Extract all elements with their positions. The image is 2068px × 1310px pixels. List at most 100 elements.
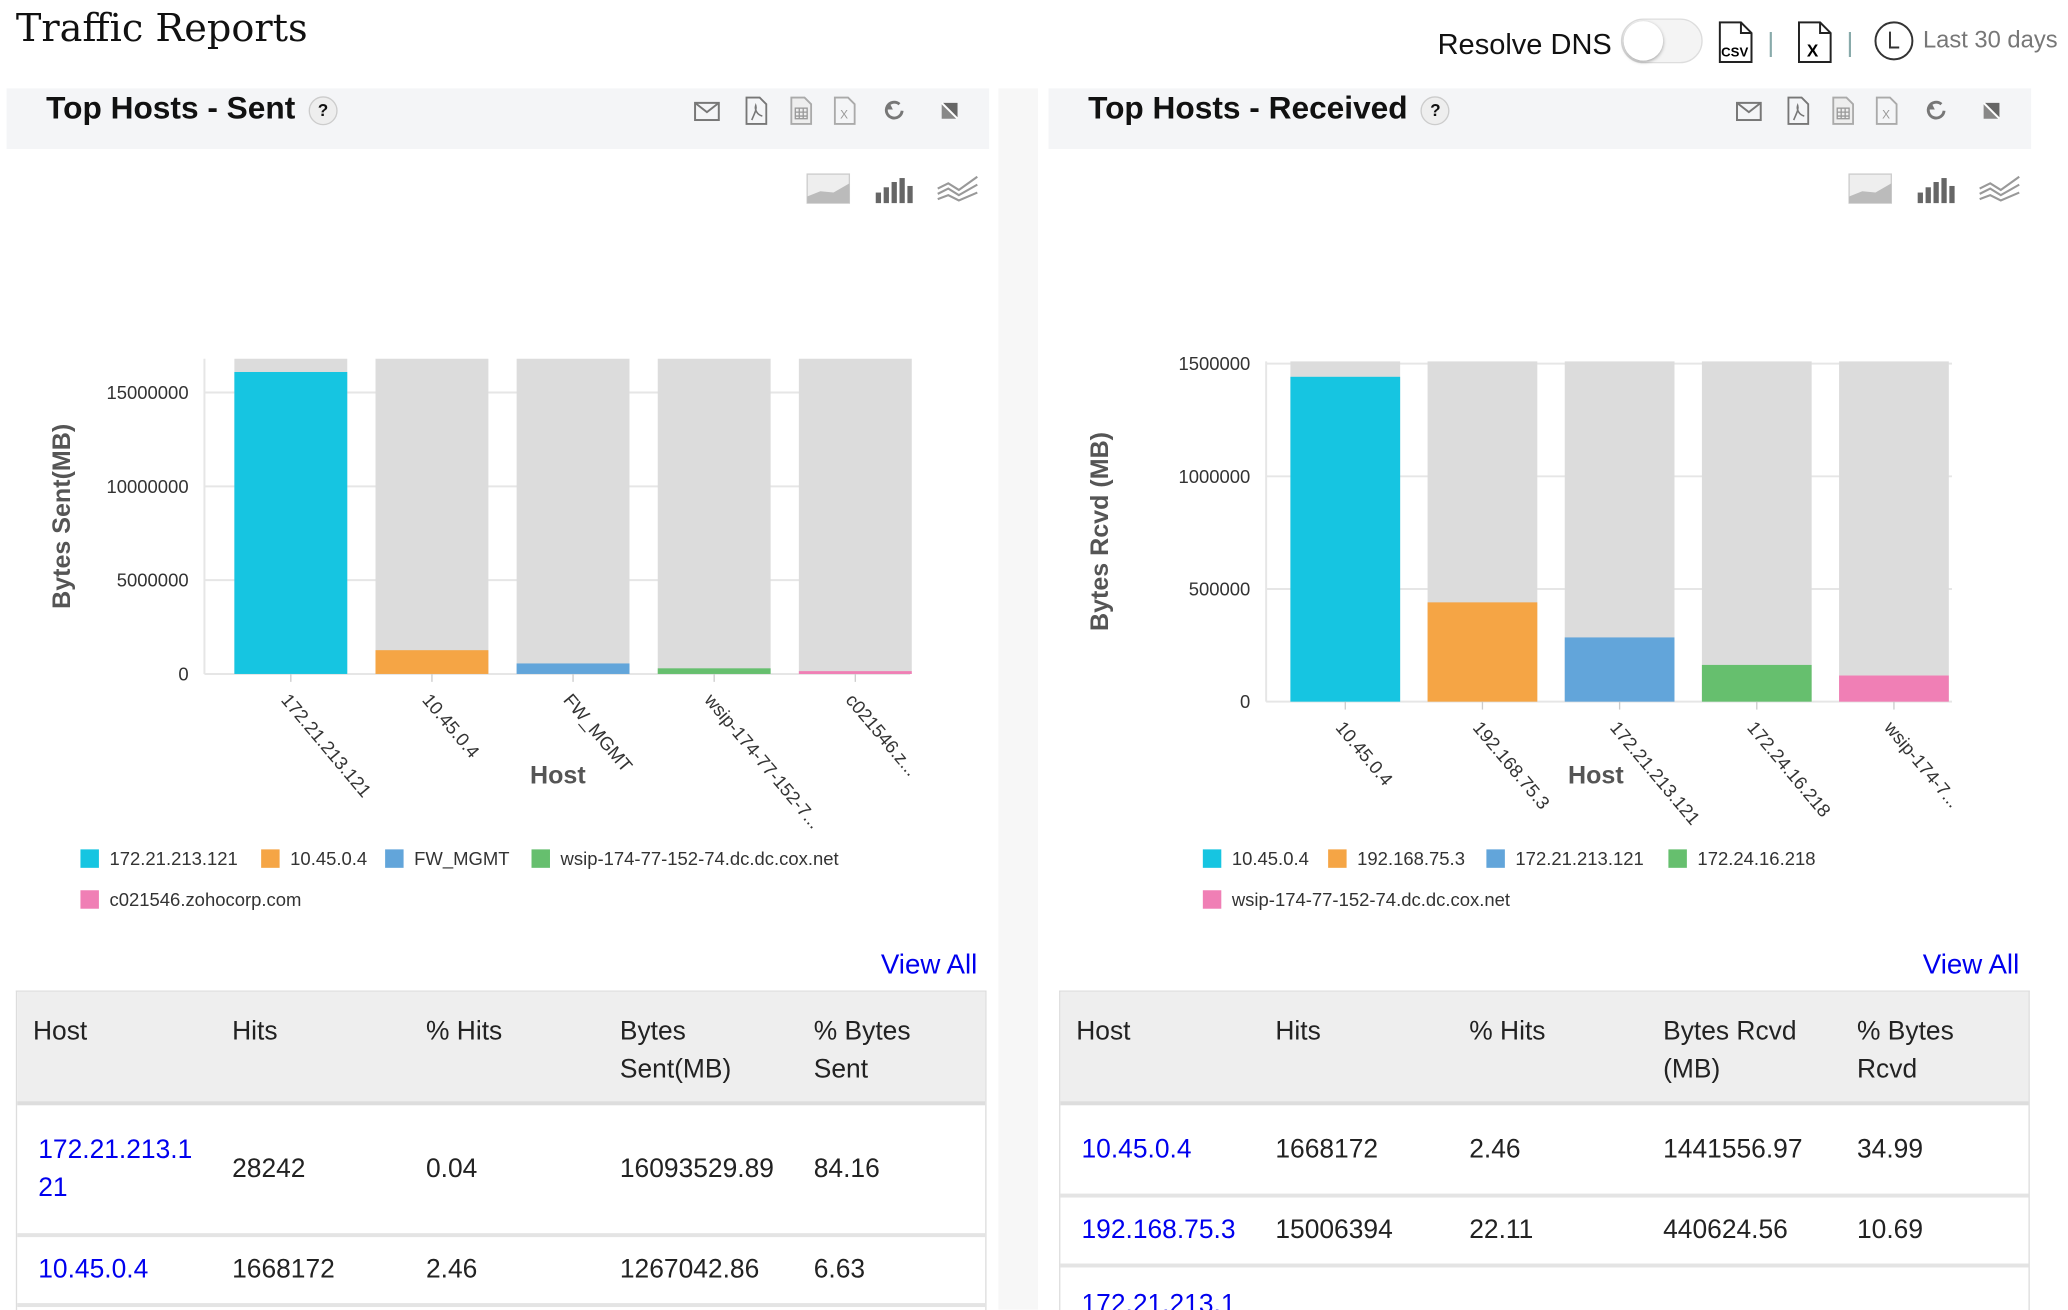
column-header[interactable]: Bytes Sent(MB): [619, 1016, 732, 1085]
panel-title: Top Hosts - Received?: [1088, 91, 1450, 128]
x-tick-label: 172.24.16.218: [1743, 717, 1835, 821]
area-chart-icon[interactable]: [1848, 173, 1893, 205]
svg-text:X: X: [840, 108, 848, 122]
host-link[interactable]: 10.45.0.4: [38, 1254, 149, 1284]
panel-title-text: Top Hosts - Sent: [46, 91, 296, 127]
view-all-link[interactable]: View All: [1922, 949, 2020, 980]
legend-item[interactable]: c021546.zohocorp.com: [80, 889, 301, 910]
legend-item[interactable]: 172.24.16.218: [1668, 848, 1816, 869]
legend-label: wsip-174-77-152-74.dc.dc.cox.net: [560, 848, 839, 870]
clock-icon[interactable]: [1873, 20, 1915, 62]
legend-swatch: [80, 849, 99, 868]
column-header[interactable]: Host: [32, 1016, 88, 1046]
bar[interactable]: [657, 668, 771, 674]
bar[interactable]: [375, 650, 489, 674]
bar[interactable]: [1564, 637, 1675, 702]
table-row: 10.45.0.4 1668172 2.46 1267042.86 6.63: [17, 1237, 986, 1308]
table-cell: 1441556.97: [1663, 1134, 1803, 1164]
table-header: Host Hits % Hits Bytes Rcvd (MB) % Bytes Rcv…: [1060, 991, 2029, 1106]
bar[interactable]: [234, 371, 348, 674]
bar-chart: 0 5000000 10000000 15000000 172.21.213.121 10…: [48, 358, 922, 833]
legend-item[interactable]: 172.21.213.121: [1486, 848, 1644, 869]
excel-export-icon[interactable]: X: [1796, 21, 1833, 63]
bar-chart-icon[interactable]: [870, 173, 915, 205]
bar[interactable]: [1839, 675, 1949, 702]
hosts-table: Host Hits % Hits Bytes Rcvd (MB) % Bytes Rcv…: [1059, 990, 2030, 1310]
y-tick-label: 10000000: [106, 476, 188, 497]
column-header[interactable]: % Bytes Sent: [813, 1016, 911, 1085]
legend-item[interactable]: wsip-174-77-152-74.dc.dc.cox.net: [531, 848, 839, 870]
line-chart-icon[interactable]: [1977, 173, 2022, 205]
host-link[interactable]: 172.21.213.121: [38, 1134, 193, 1203]
column-header[interactable]: % Hits: [1469, 1016, 1546, 1046]
csv-export-icon[interactable]: CSV: [1717, 21, 1754, 63]
mail-icon[interactable]: [692, 96, 721, 125]
bar[interactable]: [516, 663, 630, 674]
bar[interactable]: [1701, 664, 1812, 702]
top-hosts-received-panel: Top Hosts - Received? X 0 500000 1000000 1500…: [1048, 88, 2032, 1310]
refresh-icon[interactable]: [1922, 96, 1951, 125]
top-hosts-sent-panel: Top Hosts - Sent? X 0 5000000 10000000 150000…: [6, 88, 990, 1310]
column-header[interactable]: Hits: [1275, 1016, 1321, 1046]
host-link[interactable]: 192.168.75.3: [1081, 1215, 1236, 1245]
panel-title-text: Top Hosts - Received: [1088, 91, 1408, 127]
pdf-icon[interactable]: [741, 96, 770, 125]
bar-chart-icon[interactable]: [1912, 173, 1957, 205]
expand-icon[interactable]: [1977, 96, 2006, 125]
legend-label: c021546.zohocorp.com: [109, 888, 302, 911]
bar[interactable]: [1290, 376, 1401, 702]
bar-track: [516, 358, 630, 674]
legend-item[interactable]: 10.45.0.4: [261, 848, 367, 869]
y-tick-label: 15000000: [106, 382, 188, 403]
refresh-icon[interactable]: [880, 96, 909, 125]
legend-item[interactable]: FW_MGMT: [385, 848, 510, 869]
table-cell: 2.46: [426, 1254, 478, 1284]
legend-swatch: [1486, 849, 1505, 868]
host-link[interactable]: 10.45.0.4: [1081, 1134, 1192, 1164]
help-icon[interactable]: ?: [1420, 95, 1450, 125]
column-header[interactable]: % Hits: [426, 1016, 503, 1046]
bar-track: [1701, 361, 1812, 702]
mail-icon[interactable]: [1734, 96, 1763, 125]
legend-label: 172.21.213.121: [109, 848, 238, 870]
time-range-selector[interactable]: Last 30 days: [1922, 26, 2058, 53]
table-cell: 10.69: [1857, 1215, 1924, 1245]
column-header[interactable]: Host: [1076, 1016, 1131, 1046]
pdf-icon[interactable]: [1783, 96, 1812, 125]
csv-icon[interactable]: [786, 96, 815, 125]
x-axis-title: Host: [530, 761, 586, 789]
table-row: 10.45.0.4 1668172 2.46 1441556.97 34.99: [1060, 1105, 2029, 1198]
legend-item[interactable]: wsip-174-77-152-74.dc.dc.cox.net: [1202, 889, 1510, 910]
csv-icon[interactable]: [1828, 96, 1857, 125]
separator: |: [1846, 29, 1854, 59]
x-tick-label: 172.21.213.121: [277, 689, 376, 801]
bar[interactable]: [798, 671, 912, 674]
area-chart-icon[interactable]: [806, 173, 851, 205]
column-header[interactable]: % Bytes Rcvd: [1857, 1016, 1954, 1085]
bar-track: [798, 358, 912, 674]
resolve-dns-toggle[interactable]: [1620, 18, 1703, 64]
legend-swatch: [1668, 849, 1687, 868]
x-axis-title: Host: [1568, 761, 1624, 789]
y-tick-label: 1500000: [1178, 353, 1250, 374]
host-link[interactable]: 172.21.213.121: [1081, 1289, 1236, 1310]
excel-icon[interactable]: X: [830, 96, 859, 125]
expand-icon[interactable]: [935, 96, 964, 125]
table-row: 192.168.75.3 15006394 22.11 440624.56 10.69: [1060, 1198, 2029, 1268]
table-cell: 1668172: [232, 1254, 335, 1284]
column-header[interactable]: Bytes Rcvd (MB): [1663, 1016, 1797, 1085]
line-chart-icon[interactable]: [935, 173, 980, 205]
legend-item[interactable]: 192.168.75.3: [1328, 848, 1465, 869]
legend-item[interactable]: 10.45.0.4: [1202, 848, 1309, 869]
view-all-link[interactable]: View All: [880, 949, 978, 980]
hosts-table: Host Hits % Hits Bytes Sent(MB) % Bytes Sent…: [15, 990, 987, 1310]
excel-icon[interactable]: X: [1872, 96, 1901, 125]
column-header[interactable]: Hits: [232, 1016, 278, 1046]
panel-header: Top Hosts - Sent? X: [6, 88, 990, 150]
legend-item[interactable]: 172.21.213.121: [80, 848, 238, 870]
help-icon[interactable]: ?: [308, 95, 338, 125]
table-cell: 22.11: [1469, 1215, 1534, 1245]
legend-swatch: [80, 890, 99, 909]
legend-swatch: [1202, 890, 1222, 909]
bar[interactable]: [1427, 602, 1538, 702]
